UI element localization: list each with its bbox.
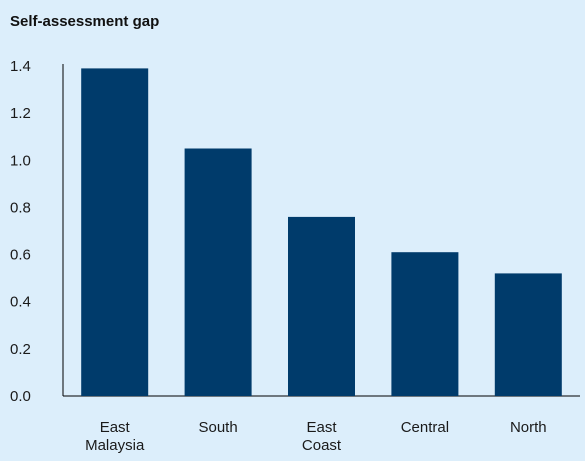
y-tick-label: 0.0 (10, 388, 31, 405)
bar (288, 216, 355, 396)
x-category-label: East Coast (302, 419, 342, 454)
y-tick-label: 0.6 (10, 247, 31, 264)
y-tick-label: 1.4 (10, 58, 31, 75)
bar (81, 68, 149, 397)
y-tick-label: 0.2 (10, 341, 31, 358)
y-tick-label: 1.2 (10, 105, 31, 122)
x-category-label: North (510, 419, 547, 436)
y-tick-label: 0.8 (10, 199, 31, 216)
x-category-label: South (198, 419, 237, 436)
chart-title: Self-assessment gap (10, 13, 160, 30)
bar (184, 148, 252, 396)
y-tick-label: 0.4 (10, 294, 31, 311)
x-category-label: Central (401, 419, 449, 436)
y-tick-label: 1.0 (10, 152, 31, 169)
bar (391, 252, 459, 396)
bar (494, 273, 562, 396)
x-category-label: East Malaysia (85, 419, 145, 454)
